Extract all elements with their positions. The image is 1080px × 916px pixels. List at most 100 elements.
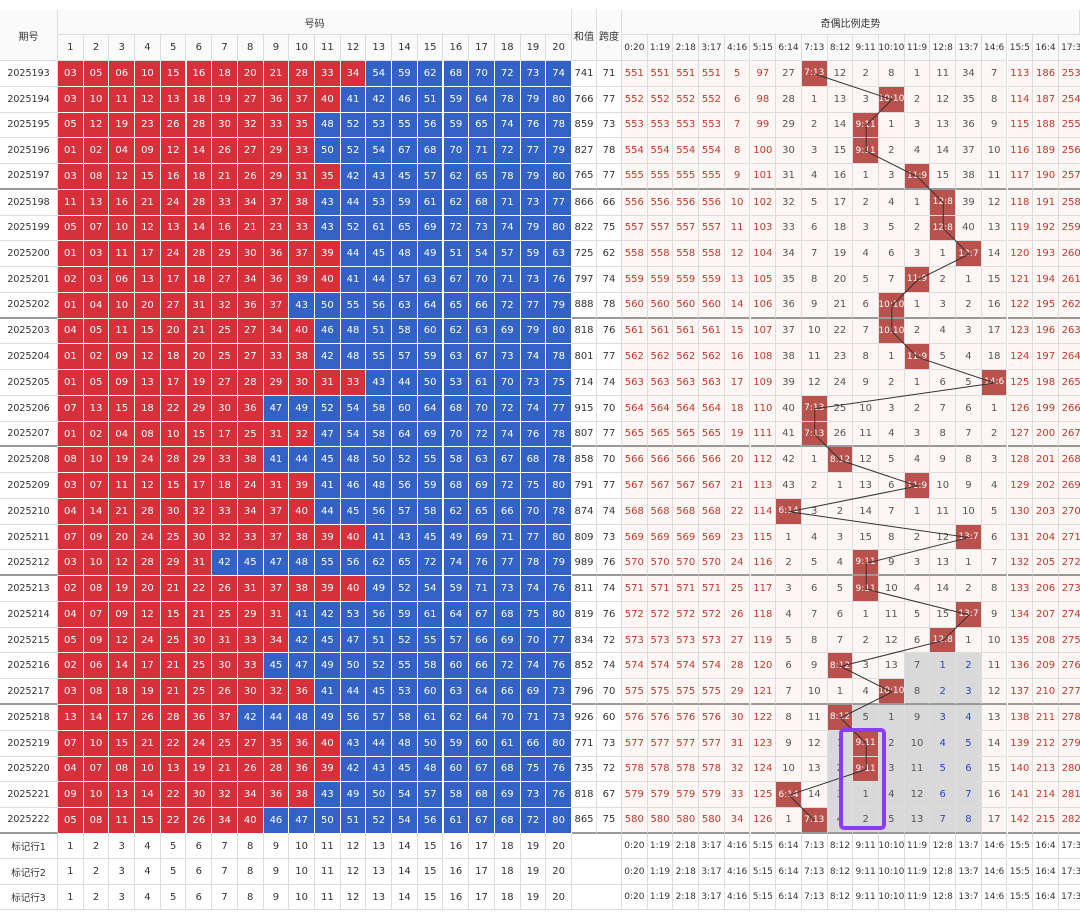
ratio-miss: 34 xyxy=(776,241,802,268)
ratio-miss: 556 xyxy=(647,189,674,216)
marker-ratio: 10:10 xyxy=(878,884,905,911)
ratio-miss: 557 xyxy=(699,215,725,242)
marker-ratio: 7:13 xyxy=(801,833,828,860)
number-cell: 47 xyxy=(340,627,367,654)
number-cell: 68 xyxy=(494,756,521,783)
sum: 819 xyxy=(572,601,597,628)
number-cell: 60 xyxy=(417,679,444,705)
ratio-miss: 131 xyxy=(1007,524,1034,551)
ratio-miss: 2 xyxy=(853,627,879,654)
number-cell: 28 xyxy=(237,370,264,396)
ratio-miss: 21 xyxy=(827,292,854,319)
marker-cell: 8 xyxy=(237,884,264,911)
number-cell: 52 xyxy=(392,447,418,474)
ratio-miss: 10 xyxy=(981,627,1008,654)
number-cell: 59 xyxy=(392,189,418,216)
number-cell: 72 xyxy=(494,395,521,422)
ratio-miss: 6 xyxy=(776,653,802,680)
ratio-miss: 562 xyxy=(622,344,648,371)
number-cell: 07 xyxy=(58,730,84,757)
ratio-miss: 565 xyxy=(647,421,674,448)
ratio-miss: 576 xyxy=(647,705,674,731)
issue: 2025198 xyxy=(0,189,58,216)
ratio-miss: 573 xyxy=(647,627,674,654)
number-cell: 07 xyxy=(58,524,84,551)
number-cell: 41 xyxy=(289,601,315,628)
number-cell: 11 xyxy=(109,473,136,499)
number-cell: 17 xyxy=(109,705,136,731)
sum: 874 xyxy=(572,498,597,525)
number-cell: 45 xyxy=(237,550,264,577)
marker-ratio: 8:12 xyxy=(827,859,854,885)
number-cell: 11 xyxy=(58,189,84,216)
number-cell: 30 xyxy=(289,370,315,396)
number-cell: 69 xyxy=(469,524,495,551)
ratio-miss: 1 xyxy=(879,705,905,731)
ratio-miss: 3 xyxy=(904,550,931,577)
number-cell: 73 xyxy=(520,61,547,87)
ratio-miss: 8 xyxy=(776,705,802,731)
number-cell: 56 xyxy=(366,601,393,628)
ratio-miss: 1 xyxy=(801,86,828,113)
ratio-miss: 6 xyxy=(801,215,828,242)
number-cell: 57 xyxy=(392,267,418,293)
number-cell: 31 xyxy=(315,370,341,396)
sum: 797 xyxy=(572,267,597,293)
ratio-hit: 10:10 xyxy=(878,318,905,345)
ratio-column-header: 10:10 xyxy=(878,35,905,61)
number-cell: 72 xyxy=(469,421,495,448)
ratio-miss: 120 xyxy=(1007,241,1034,268)
number-cell: 42 xyxy=(212,550,238,577)
ratio-miss: 13 xyxy=(827,86,854,113)
number-cell: 38 xyxy=(237,447,264,474)
number-cell: 49 xyxy=(366,576,393,602)
number-cell: 80 xyxy=(546,808,572,834)
number-cell: 67 xyxy=(494,447,521,474)
number-cell: 77 xyxy=(546,189,572,216)
ratio-miss: 33 xyxy=(724,782,751,809)
number-cell: 74 xyxy=(494,112,521,139)
number-cell: 69 xyxy=(469,473,495,499)
sum: 766 xyxy=(572,86,597,113)
number-cell: 45 xyxy=(315,447,341,474)
number-column-header: 17 xyxy=(469,35,495,61)
number-cell: 47 xyxy=(289,653,315,680)
ratio-miss: 16 xyxy=(981,782,1008,809)
ratio-miss: 114 xyxy=(1007,86,1034,113)
number-cell: 34 xyxy=(237,498,264,525)
ratio-miss: 196 xyxy=(1033,318,1059,345)
ratio-miss: 5 xyxy=(956,370,982,396)
number-cell: 66 xyxy=(494,498,521,525)
ratio-miss: 552 xyxy=(622,86,648,113)
ratio-miss: 23 xyxy=(724,524,751,551)
number-cell: 03 xyxy=(58,86,84,113)
ratio-miss: 553 xyxy=(622,112,648,139)
ratio-miss: 25 xyxy=(827,395,854,422)
ratio-miss: 2 xyxy=(879,370,905,396)
ratio-hit: 8:12 xyxy=(827,447,854,474)
number-cell: 60 xyxy=(469,730,495,757)
ratio-miss: 115 xyxy=(750,524,777,551)
span: 73 xyxy=(597,730,622,757)
ratio-miss: 14 xyxy=(827,112,854,139)
ratio-miss: 19 xyxy=(724,421,751,448)
ratio-miss: 1 xyxy=(904,498,931,525)
number-cell: 25 xyxy=(212,318,238,345)
marker-cell: 19 xyxy=(520,884,547,911)
number-cell: 44 xyxy=(366,730,393,757)
number-cell: 23 xyxy=(135,112,161,139)
ratio-miss: 12 xyxy=(801,730,828,757)
ratio-miss: 266 xyxy=(1058,395,1080,422)
ratio-miss: 99 xyxy=(750,112,777,139)
ratio-miss: 138 xyxy=(1007,705,1034,731)
ratio-miss: 2 xyxy=(853,61,879,87)
number-cell: 41 xyxy=(340,86,367,113)
marker-ratio: 17:3 xyxy=(1058,859,1080,885)
ratio-miss: 3 xyxy=(879,164,905,190)
ratio-miss: 31 xyxy=(724,730,751,757)
span: 73 xyxy=(597,524,622,551)
ratio-miss: 121 xyxy=(750,679,777,705)
span: 77 xyxy=(597,473,622,499)
ratio-miss: 7 xyxy=(801,241,828,268)
ratio-miss: 5 xyxy=(801,550,828,577)
